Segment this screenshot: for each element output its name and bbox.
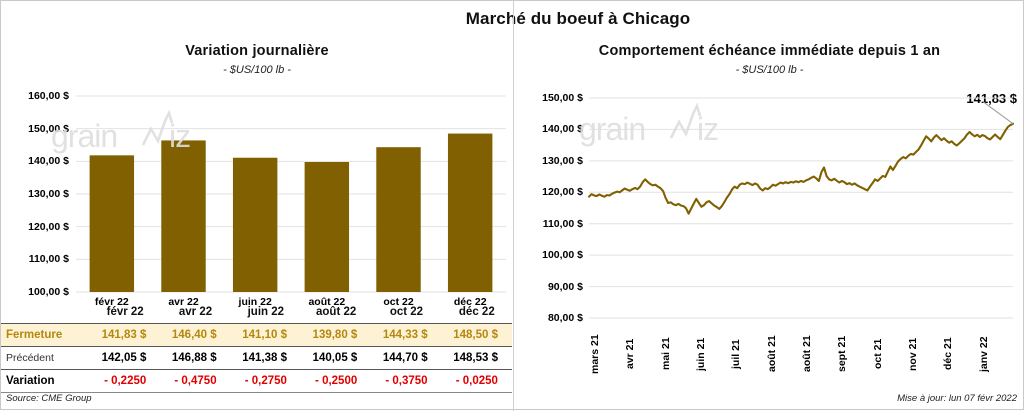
right-y-tick: 80,00 $ [547,312,583,324]
table-row: Fermeture 141,83 $146,40 $141,10 $139,80 … [1,323,512,347]
right-y-tick: 90,00 $ [547,280,583,293]
left-y-tick: 120,00 $ [28,220,69,233]
left-y-tick: 100,00 $ [28,286,69,298]
left-chart-title: Variation journalière [185,43,329,59]
right-x-tick: août 21 [765,335,778,373]
table-header-row: févr 22 avr 22 juin 22 août 22 oct 22 déc 22 [1,301,512,324]
table-cell: 140,05 $ [300,346,372,370]
annotation-leader-line [982,101,1014,125]
table-cell: - 0,2250 [90,369,161,393]
right-x-tick: mars 21 [589,334,601,374]
right-x-tick: août 21 [800,335,813,373]
left-chart-plot [76,95,506,293]
bar-chart-gridlines [76,95,506,293]
line-chart-series [587,122,1015,215]
table-cell: 146,88 $ [160,346,231,370]
left-x-tick: févr 22 [94,296,129,308]
bar-chart-bars [89,133,493,292]
line-chart-gridlines [589,97,1013,319]
left-chart-x-axis: févr 22 avr 22 juin 22 août 22 oct 22 déc 22 [76,296,506,314]
left-y-tick: 130,00 $ [28,188,69,200]
table-cell: 141,10 $ [230,323,301,347]
table-column-header: déc 22 [458,306,495,318]
update-note: Mise à jour: lun 07 févr 2022 [897,393,1017,404]
bar [376,147,421,292]
table-cell: - 0,4750 [160,369,231,393]
bar [89,155,135,292]
table-cell: - 0,2500 [300,369,372,393]
right-x-tick: juil 21 [730,339,743,369]
table-cell: 148,50 $ [441,323,512,347]
right-y-tick: 130,00 $ [542,154,583,167]
right-x-tick: déc 21 [942,337,955,371]
table-column-header: févr 22 [106,306,144,318]
table-cell: 148,53 $ [441,346,512,370]
right-x-tick: janv 22 [977,336,990,372]
right-x-tick: oct 21 [871,338,884,370]
source-note: Source: CME Group [6,393,92,404]
table-cell: - 0,3750 [371,369,442,393]
bar [447,133,493,292]
bar [232,157,278,292]
right-chart-plot [587,97,1015,319]
table-column-header: juin 22 [247,306,285,318]
right-y-tick: 110,00 $ [542,217,583,230]
right-panel: Comportement échéance immédiate depuis 1… [513,1,1024,411]
table-cell: 141,38 $ [230,346,301,370]
line-chart-svg [587,97,1015,319]
left-x-tick: juin 22 [238,296,272,308]
left-x-tick: août 22 [308,296,346,308]
table-cell: 146,40 $ [160,323,231,347]
right-chart-title: Comportement échéance immédiate depuis 1… [598,43,941,59]
left-chart-y-axis: 100,00 $ 110,00 $ 120,00 $ 130,00 $ 140,00 $… [1,90,69,298]
table-cell: - 0,2750 [230,369,301,393]
table-cell: 139,80 $ [300,323,372,347]
left-panel: Variation journalière - $US/100 lb - 100… [1,1,513,411]
right-chart-x-axis: mars 21 avr 21 mai 21 juin 21 juil 21 août 21… [589,323,1013,385]
left-x-tick: déc 22 [453,296,487,308]
left-y-tick: 110,00 $ [28,253,69,266]
right-x-tick: avr 21 [624,338,637,370]
table-cell: 141,83 $ [90,323,161,347]
right-y-tick: 140,00 $ [542,123,583,136]
left-chart-unit: - $US/100 lb - [223,64,291,76]
table-row-label: Fermeture [1,323,90,347]
table-row-label: Variation [1,369,90,393]
left-x-tick: avr 22 [168,296,199,308]
bar [304,161,350,292]
quotes-table: févr 22 avr 22 juin 22 août 22 oct 22 déc 22 … [1,301,512,393]
table-cell: 144,33 $ [371,323,442,347]
right-y-tick: 100,00 $ [542,249,583,262]
right-y-tick: 150,00 $ [542,92,583,104]
left-y-tick: 150,00 $ [28,122,69,135]
table-row: Variation - 0,2250- 0,4750- 0,2750- 0,250… [1,369,512,393]
table-column-header: août 22 [316,306,357,318]
table-corner-cell [1,301,90,324]
right-x-tick: sept 21 [836,335,849,373]
bar-chart-svg [76,95,506,293]
table-column-header: avr 22 [178,306,213,318]
table-column-header: oct 22 [389,306,424,318]
right-chart-unit: - $US/100 lb - [735,64,804,76]
left-y-tick: 160,00 $ [28,90,69,102]
right-chart-y-axis: 80,00 $ 90,00 $ 100,00 $ 110,00 $ 120,00 $ 13… [513,92,583,324]
bar [161,140,206,292]
left-y-tick: 140,00 $ [28,155,69,168]
right-y-tick: 120,00 $ [542,186,583,199]
right-x-tick: juin 21 [694,337,707,371]
right-x-tick: nov 21 [906,337,919,371]
table-row-label: Précédent [1,346,90,370]
page-title: Marché du boeuf à Chicago [465,9,691,28]
right-x-tick: mai 21 [659,337,672,371]
table-cell: 144,70 $ [371,346,442,370]
table-cell: - 0,0250 [441,369,512,393]
table-cell: 142,05 $ [90,346,161,370]
left-x-tick: oct 22 [383,296,414,308]
table-row: Précédent 142,05 $146,88 $141,38 $140,05 … [1,346,512,370]
